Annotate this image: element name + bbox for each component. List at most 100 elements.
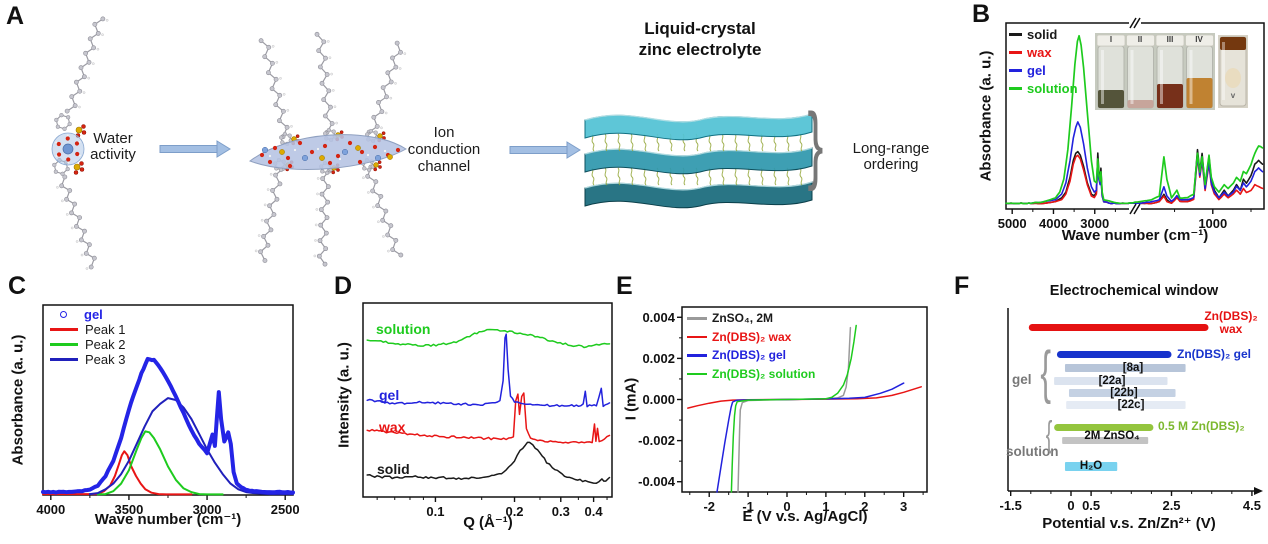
series-label-gel: gel <box>379 387 400 403</box>
bar-label-h2o: H₂O <box>1079 460 1103 472</box>
panel-e-ylabel: I (mA) <box>622 377 640 421</box>
legend-item-solution: solution <box>1009 79 1078 97</box>
x-tick-label: 0.1 <box>426 504 444 519</box>
legend-item-solution: Zn(DBS)₂ solution <box>687 365 815 384</box>
legend-item-wax: Zn(DBS)₂ wax <box>687 328 815 347</box>
vial-label-2: II <box>1137 35 1143 44</box>
panel-c-xlabel: Wave number (cm⁻¹) <box>94 511 242 528</box>
axis-arrow-icon <box>1254 487 1263 495</box>
series-solution <box>366 328 611 349</box>
legend-label: Peak 3 <box>85 352 126 367</box>
x-tick-label: -1.5 <box>999 498 1021 513</box>
series-solid <box>366 441 611 484</box>
legend-item-peak2: Peak 2 <box>50 337 125 352</box>
ordering-brace: } <box>807 96 824 192</box>
legend-item-gel: Zn(DBS)₂ gel <box>687 346 815 365</box>
x-tick-label: 3000 <box>1080 216 1109 231</box>
bar-ref-8a <box>1064 364 1186 372</box>
bar-label-wax: Zn(DBS)₂ wax <box>1196 310 1266 336</box>
legend-item-wax: wax <box>1009 43 1078 61</box>
gel-brace: { <box>1040 340 1052 405</box>
bar-label-zndbs-solution: 0.5 M Zn(DBS)₂ <box>1158 419 1245 433</box>
ion-channel-line1: Ion <box>433 124 455 141</box>
series-label-solid: solid <box>377 461 410 477</box>
panel-label-e: E <box>616 272 633 300</box>
legend-swatch <box>1009 86 1022 90</box>
legend-label: gel <box>1027 62 1046 78</box>
panel-b-legend: solid wax gel solution <box>1009 25 1078 97</box>
x-tick-label: 0 <box>783 499 790 514</box>
legend-label: Peak 2 <box>85 337 126 352</box>
y-tick-label: 0.000 <box>642 392 675 407</box>
bar-zndbs-solution <box>1054 424 1154 431</box>
panel-b-xlabel: Wave number (cm⁻¹) <box>1061 227 1209 244</box>
legend-item-peak3: Peak 3 <box>50 352 125 367</box>
ordering-line1: Long-range <box>852 140 930 157</box>
panel-label-c: C <box>8 272 27 300</box>
panel-d-ylabel: Intensity (a. u.) <box>335 342 353 448</box>
series-peak2 <box>96 430 224 496</box>
legend-item-gel: gel <box>1009 61 1078 79</box>
panel-a-title: Liquid-crystal zinc electrolyte <box>612 18 788 60</box>
legend-swatch <box>687 372 707 375</box>
series-zndbs-wax <box>687 386 922 409</box>
series-gel <box>1005 121 1264 205</box>
water-activity-line1: Water <box>93 130 133 147</box>
panel-e-xlabel: E (V v.s. Ag/AgCl) <box>742 508 868 525</box>
series-gel <box>366 333 611 408</box>
legend-swatch <box>687 317 707 320</box>
x-tick-label: 1 <box>822 499 829 514</box>
ion-channel-label: Ion conduction channel <box>398 124 490 175</box>
solution-brace: { <box>1045 413 1053 454</box>
series-gel <box>41 356 295 495</box>
legend-item-solid: solid <box>1009 25 1078 43</box>
legend-label: solution <box>1027 80 1078 96</box>
x-tick-label: 4000 <box>1039 216 1068 231</box>
panel-b-ylabel: Absorbance (a. u.) <box>977 50 995 182</box>
vial-label-3: III <box>1166 35 1174 44</box>
group-label-gel: gel <box>1012 372 1032 387</box>
bar-zndbs-wax <box>1028 324 1209 331</box>
series-solid <box>1005 148 1264 205</box>
water-activity-label: Water activity <box>78 131 148 163</box>
panel-d-xlabel: Q (Å⁻¹) <box>463 514 513 531</box>
group-label-solution: solution <box>1006 444 1059 459</box>
legend-swatch <box>1009 50 1022 54</box>
x-tick-label: 2500 <box>271 502 300 517</box>
y-tick-label: 0.002 <box>642 351 675 366</box>
long-range-ordering-label: Long-range ordering <box>845 141 937 173</box>
bar-ref-22c <box>1066 401 1186 409</box>
legend-label: gel <box>84 307 103 322</box>
x-tick-label: 0.5 <box>1082 498 1100 513</box>
plot-frame-d <box>362 302 613 498</box>
legend-item-peak1: Peak 1 <box>50 322 125 337</box>
legend-item-znso4: ZnSO₄, 2M <box>687 309 815 328</box>
x-tick-label: 2 <box>861 499 868 514</box>
legend-swatch <box>50 343 78 346</box>
panel-f-title: Electrochemical window <box>1049 283 1219 299</box>
bar-label-wax-line2: wax <box>1219 322 1243 336</box>
ordering-line2: ordering <box>863 156 919 173</box>
x-tick-label: 3500 <box>114 502 143 517</box>
series-zndbs-solution <box>730 324 857 493</box>
x-tick-label: 2.5 <box>1162 498 1180 513</box>
bar-label-8a: [8a] <box>1122 362 1144 374</box>
panel-label-a: A <box>6 2 25 30</box>
vial-label-1: I <box>1109 35 1113 44</box>
panel-e-legend: ZnSO₄, 2M Zn(DBS)₂ wax Zn(DBS)₂ gel Zn(D… <box>687 309 815 383</box>
panel-label-f: F <box>954 272 970 300</box>
series-wax <box>366 392 611 444</box>
panel-label-b: B <box>972 0 991 28</box>
x-tick-label: 5000 <box>998 216 1027 231</box>
legend-swatch <box>1009 68 1022 72</box>
panel-f-xlabel: Potential v.s. Zn/Zn²⁺ (V) <box>1042 515 1216 532</box>
vial-label-5: v <box>1230 91 1236 100</box>
x-tick-label: 1000 <box>1198 216 1227 231</box>
legend-circle-marker <box>60 311 67 318</box>
x-tick-label: 0 <box>1067 498 1074 513</box>
x-tick-label: 0.3 <box>552 504 570 519</box>
series-label-solution: solution <box>376 321 431 337</box>
series-solution <box>1005 34 1264 205</box>
